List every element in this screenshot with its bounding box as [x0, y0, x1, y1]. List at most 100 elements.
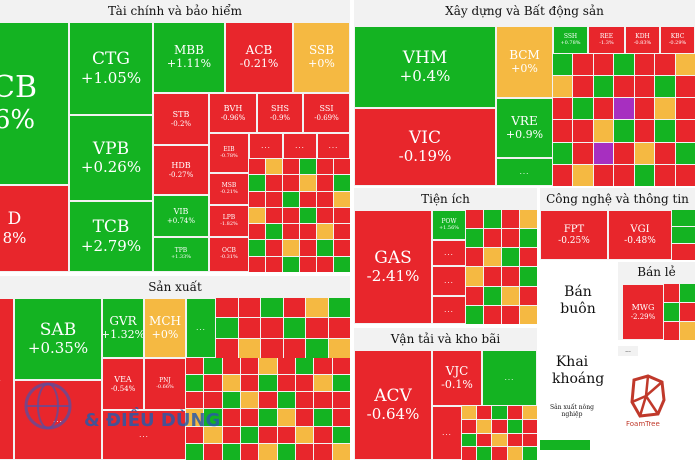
tile-ocb[interactable]: OCB -0.31%: [209, 237, 249, 272]
small-tile[interactable]: [249, 224, 265, 240]
small-tile[interactable]: [462, 447, 477, 460]
small-tile[interactable]: [296, 392, 314, 409]
small-tile[interactable]: [259, 358, 277, 375]
tile-ree[interactable]: REE -1.3%: [588, 26, 625, 54]
small-tile[interactable]: [314, 409, 332, 426]
small-tile[interactable]: [332, 426, 350, 443]
small-tile[interactable]: [484, 229, 501, 248]
tile-tcb[interactable]: TCB +2.79%: [69, 201, 153, 272]
small-tile[interactable]: [241, 392, 259, 409]
small-tile[interactable]: [492, 406, 507, 419]
small-tile[interactable]: [241, 375, 259, 392]
tile-mch[interactable]: MCH +0%: [144, 298, 186, 358]
small-tile[interactable]: [314, 426, 332, 443]
tile-acb[interactable]: ACB -0.21%: [225, 22, 293, 93]
small-tile[interactable]: [655, 142, 675, 164]
small-tile[interactable]: [332, 443, 350, 460]
tile-more-mfg-c[interactable]: ...: [186, 298, 216, 358]
small-tile[interactable]: [593, 120, 614, 142]
small-tile[interactable]: [204, 375, 222, 392]
tile-more-transport-a[interactable]: ...: [482, 350, 537, 406]
small-tile[interactable]: [266, 159, 282, 175]
tile-more-util-c[interactable]: ...: [432, 296, 466, 324]
small-tile[interactable]: [634, 54, 655, 76]
small-tile[interactable]: [249, 175, 265, 191]
small-tile[interactable]: [484, 305, 501, 324]
small-tile[interactable]: [553, 98, 573, 120]
small-tile[interactable]: [216, 318, 238, 338]
small-tile[interactable]: [332, 409, 350, 426]
tile-kdh[interactable]: KDH -0.83%: [625, 26, 660, 54]
small-tile[interactable]: [507, 433, 522, 447]
small-tile[interactable]: [306, 318, 328, 338]
tile-vjc[interactable]: VJC -0.1%: [432, 350, 482, 406]
small-tile[interactable]: [317, 159, 333, 175]
tile-pow[interactable]: POW +1.56%: [432, 210, 466, 240]
small-tile[interactable]: [573, 54, 593, 76]
tile-agriculture[interactable]: [540, 440, 590, 450]
small-tile[interactable]: [283, 207, 299, 224]
small-tile[interactable]: [300, 191, 316, 207]
small-tile[interactable]: [300, 256, 316, 272]
small-tile[interactable]: [502, 267, 519, 286]
tile-more-finance-b[interactable]: ...: [283, 133, 317, 159]
tile-vgi[interactable]: VGI -0.48%: [608, 210, 672, 260]
small-tile[interactable]: [334, 240, 350, 256]
small-tile[interactable]: [283, 240, 299, 256]
small-tile[interactable]: [328, 318, 350, 338]
small-tile[interactable]: [283, 191, 299, 207]
small-tile[interactable]: [283, 338, 305, 358]
tile-msb[interactable]: MSB -0.21%: [209, 173, 249, 205]
small-tile[interactable]: [593, 98, 614, 120]
tile-bcm[interactable]: BCM +0%: [496, 26, 553, 98]
small-tile[interactable]: [222, 426, 240, 443]
small-tile[interactable]: [680, 303, 695, 321]
small-tile[interactable]: [484, 248, 501, 267]
small-tile[interactable]: [614, 120, 634, 142]
small-tile[interactable]: [261, 318, 283, 338]
tile-acv[interactable]: ACV -0.64%: [354, 350, 432, 460]
small-tile[interactable]: [216, 298, 238, 318]
small-tile[interactable]: [573, 142, 593, 164]
tile-more-re-a[interactable]: ...: [496, 158, 553, 186]
small-tile[interactable]: [328, 298, 350, 318]
small-tile[interactable]: [222, 358, 240, 375]
small-tile[interactable]: [204, 358, 222, 375]
small-tile[interactable]: [522, 406, 537, 419]
tile-gas[interactable]: GAS -2.41%: [354, 210, 432, 324]
small-tile[interactable]: [492, 447, 507, 460]
small-tile[interactable]: [261, 338, 283, 358]
small-tile[interactable]: [186, 409, 204, 426]
small-tile[interactable]: [334, 159, 350, 175]
small-tile[interactable]: [259, 443, 277, 460]
small-tile[interactable]: [204, 443, 222, 460]
tile-fpt[interactable]: FPT -0.25%: [540, 210, 608, 260]
small-tile[interactable]: [466, 248, 483, 267]
small-tile[interactable]: [259, 375, 277, 392]
small-tile[interactable]: [522, 419, 537, 433]
small-tile[interactable]: [296, 409, 314, 426]
small-tile[interactable]: [573, 164, 593, 186]
small-tile[interactable]: [614, 98, 634, 120]
small-tile[interactable]: [238, 318, 260, 338]
small-tile[interactable]: [259, 409, 277, 426]
small-tile[interactable]: [317, 256, 333, 272]
small-tile[interactable]: [296, 443, 314, 460]
small-tile[interactable]: [283, 159, 299, 175]
small-tile[interactable]: [328, 338, 350, 358]
small-tile[interactable]: [664, 284, 679, 302]
tile-eib[interactable]: EIB -0.78%: [209, 133, 249, 173]
small-tile[interactable]: [283, 318, 305, 338]
tile-bvh[interactable]: BVH -0.96%: [209, 93, 257, 133]
small-tile[interactable]: [241, 443, 259, 460]
small-tile[interactable]: [306, 298, 328, 318]
small-tile[interactable]: [675, 142, 695, 164]
tile-mwg[interactable]: MWG -2.29%: [622, 284, 664, 340]
tile-more-finance-c[interactable]: ...: [317, 133, 350, 159]
small-tile[interactable]: [664, 322, 679, 340]
small-tile[interactable]: [520, 248, 537, 267]
small-tile[interactable]: [277, 443, 295, 460]
tile-sab[interactable]: SAB +0.35%: [14, 298, 102, 380]
small-tile[interactable]: [502, 229, 519, 248]
small-tile[interactable]: [477, 447, 492, 460]
